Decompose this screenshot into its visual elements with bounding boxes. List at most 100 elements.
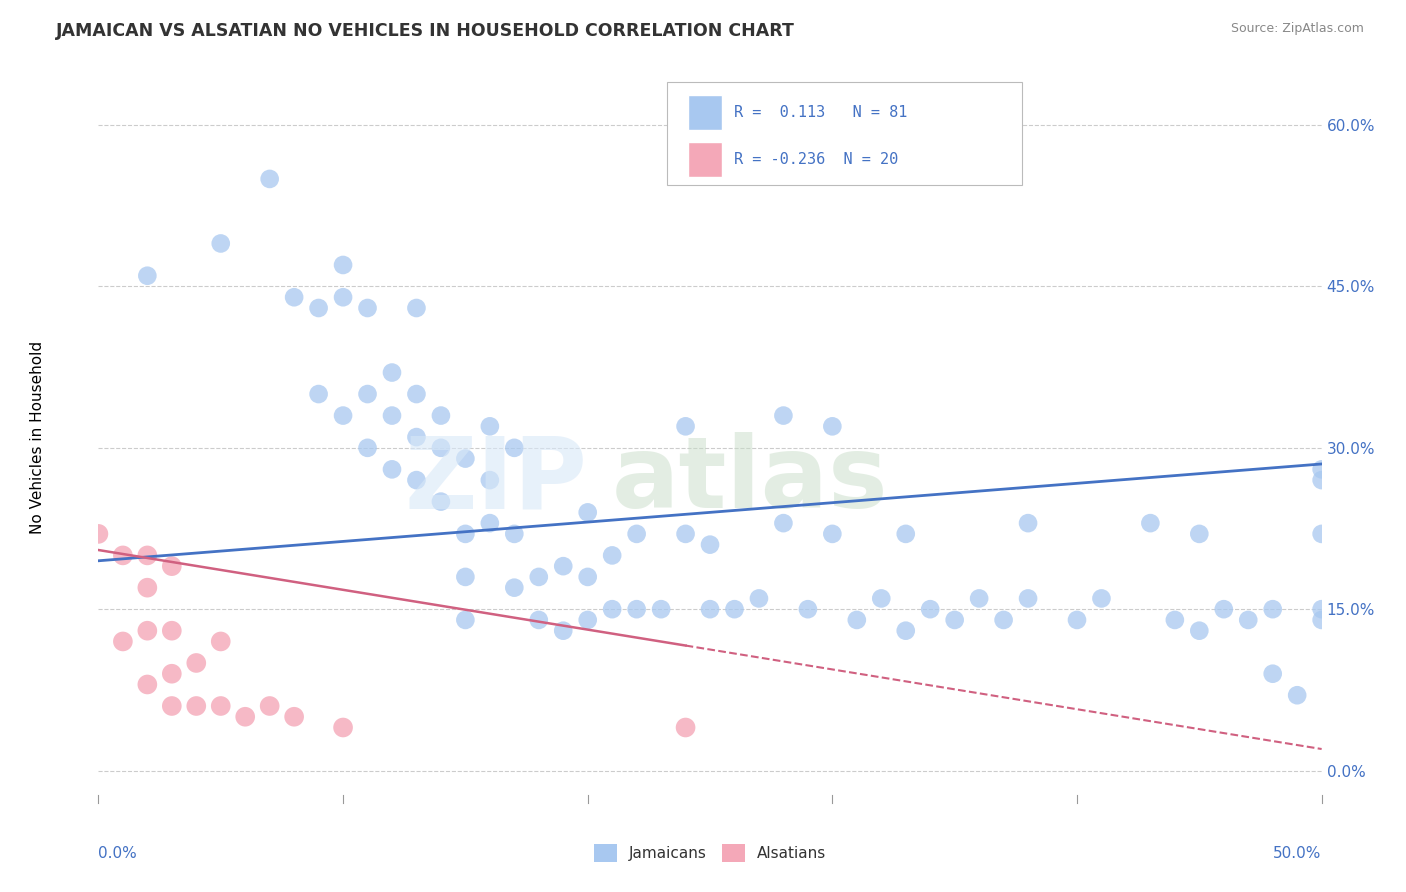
Point (967, 591, 990, 606)
Point (1237, 613, 1260, 627)
Point (478, 473, 501, 487)
Point (332, 290, 354, 304)
Text: Source: ZipAtlas.com: Source: ZipAtlas.com (1230, 22, 1364, 36)
Point (943, 613, 966, 627)
Point (699, 602, 721, 616)
Point (209, 236, 232, 251)
Point (405, 387, 427, 401)
Point (527, 570, 550, 584)
Point (626, 527, 648, 541)
Point (186, 698, 208, 713)
Point (748, 591, 770, 606)
Point (1310, 527, 1333, 541)
Point (160, 698, 183, 713)
Point (576, 570, 599, 584)
Point (233, 710, 256, 724)
Point (1188, 624, 1211, 638)
Point (650, 602, 672, 616)
Point (160, 624, 183, 638)
Point (381, 366, 404, 380)
Point (356, 387, 378, 401)
Point (405, 301, 427, 315)
Text: R = -0.236  N = 20: R = -0.236 N = 20 (734, 153, 898, 167)
Point (454, 451, 477, 466)
Point (821, 419, 844, 434)
FancyBboxPatch shape (688, 143, 723, 178)
Point (308, 301, 330, 315)
Point (209, 634, 232, 648)
Point (478, 419, 501, 434)
Point (283, 290, 305, 304)
Point (723, 602, 745, 616)
FancyBboxPatch shape (668, 82, 1022, 185)
Point (772, 409, 794, 423)
Point (111, 634, 134, 648)
Point (160, 559, 183, 574)
Point (430, 409, 453, 423)
Point (136, 677, 159, 691)
Point (1090, 591, 1112, 606)
Point (283, 710, 305, 724)
Point (478, 516, 501, 530)
Point (430, 441, 453, 455)
Point (405, 430, 427, 444)
Point (576, 505, 599, 519)
Text: No Vehicles in Household: No Vehicles in Household (30, 341, 45, 533)
Point (797, 602, 820, 616)
Point (186, 656, 208, 670)
Point (454, 613, 477, 627)
Text: JAMAICAN VS ALSATIAN NO VEHICLES IN HOUSEHOLD CORRELATION CHART: JAMAICAN VS ALSATIAN NO VEHICLES IN HOUS… (56, 22, 796, 40)
Point (160, 666, 183, 681)
Point (553, 559, 575, 574)
Point (430, 494, 453, 508)
Point (111, 549, 134, 563)
Text: atlas: atlas (612, 433, 889, 530)
Point (503, 441, 526, 455)
Point (1017, 591, 1039, 606)
Point (626, 602, 648, 616)
Point (356, 441, 378, 455)
Point (1310, 613, 1333, 627)
Point (894, 624, 917, 638)
Point (675, 721, 697, 735)
Point (136, 624, 159, 638)
Point (503, 581, 526, 595)
Point (675, 527, 697, 541)
Point (1212, 602, 1234, 616)
Point (209, 698, 232, 713)
Point (920, 602, 942, 616)
Point (675, 419, 697, 434)
Point (845, 613, 868, 627)
Point (1310, 602, 1333, 616)
Point (894, 527, 917, 541)
Point (699, 538, 721, 552)
Point (136, 268, 159, 283)
Point (405, 473, 427, 487)
Text: ZIP: ZIP (405, 433, 588, 530)
Point (1188, 527, 1211, 541)
Point (1139, 516, 1161, 530)
Point (1310, 462, 1333, 476)
Point (1066, 613, 1088, 627)
Point (1310, 473, 1333, 487)
Point (259, 172, 281, 186)
Point (772, 516, 794, 530)
Point (381, 409, 404, 423)
Point (332, 258, 354, 272)
Point (454, 527, 477, 541)
Point (356, 301, 378, 315)
Point (1164, 613, 1187, 627)
Text: 0.0%: 0.0% (98, 846, 138, 861)
Point (308, 387, 330, 401)
Point (381, 462, 404, 476)
Point (332, 409, 354, 423)
FancyBboxPatch shape (688, 95, 723, 130)
Point (136, 549, 159, 563)
Point (600, 549, 623, 563)
Text: R =  0.113   N = 81: R = 0.113 N = 81 (734, 104, 908, 120)
Point (503, 527, 526, 541)
Point (454, 570, 477, 584)
Point (259, 698, 281, 713)
Point (136, 581, 159, 595)
Point (870, 591, 893, 606)
